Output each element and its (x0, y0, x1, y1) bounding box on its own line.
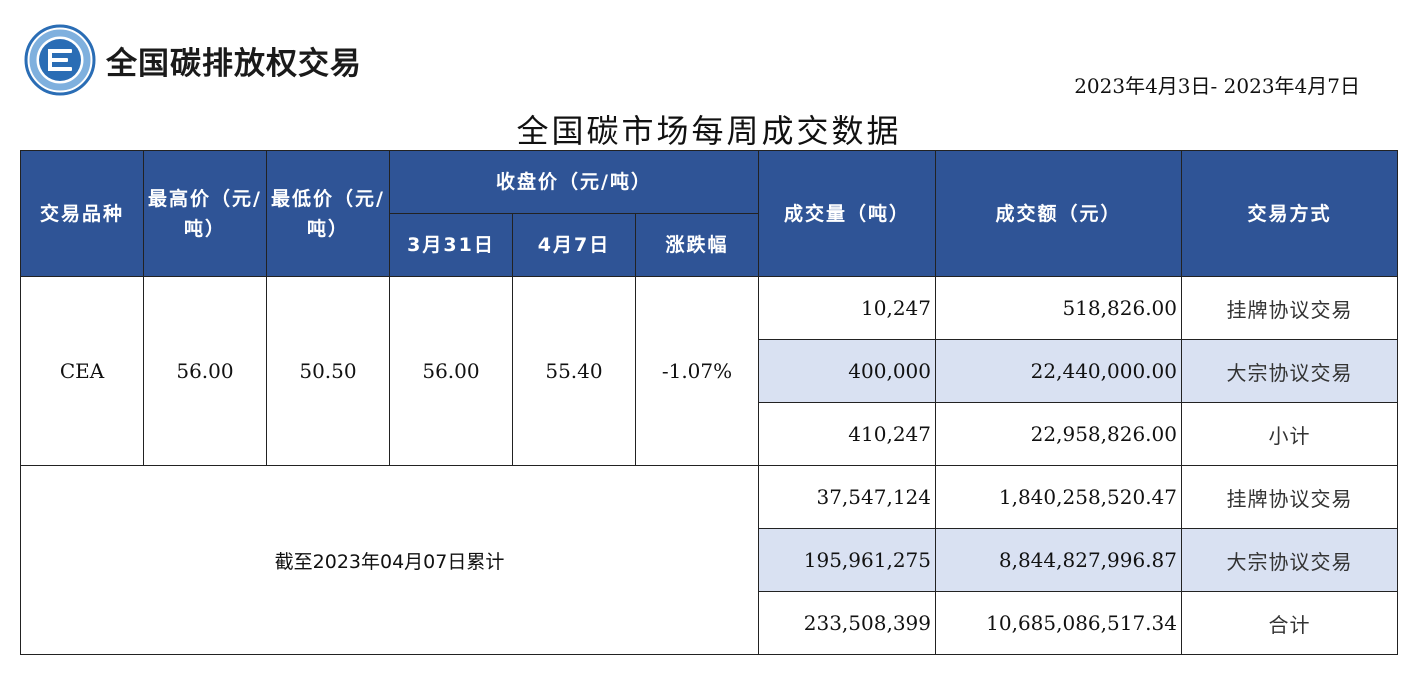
cell-method: 小计 (1181, 402, 1398, 466)
table-row: 截至2023年04月07日累计 37,547,124 1,840,258,520… (20, 465, 1398, 655)
header-amount: 成交额（元） (935, 150, 1182, 277)
header-close-prev: 3月31日 (389, 213, 513, 277)
table-row: CEA 56.00 50.50 56.00 55.40 -1.07% 10,24… (20, 276, 1398, 466)
cell-amount: 22,958,826.00 (935, 402, 1182, 466)
cell-variety: CEA (20, 276, 144, 466)
cell-low: 50.50 (266, 276, 390, 466)
cell-method: 挂牌协议交易 (1181, 465, 1398, 529)
cell-amount: 1,840,258,520.47 (935, 465, 1182, 529)
header-close-curr: 4月7日 (512, 213, 636, 277)
cell-volume: 233,508,399 (758, 591, 936, 655)
header-volume: 成交量（吨） (758, 150, 936, 277)
cell-method: 大宗协议交易 (1181, 528, 1398, 592)
cell-volume: 37,547,124 (758, 465, 936, 529)
header-low: 最低价（元/吨） (266, 150, 390, 277)
cumulative-label: 截至2023年04月07日累计 (20, 465, 759, 655)
table-row: 233,508,399 10,685,086,517.34 合计 (21, 591, 1398, 655)
carbon-exchange-logo-icon (24, 24, 96, 96)
cell-method: 大宗协议交易 (1181, 339, 1398, 403)
page-title: 全国碳市场每周成交数据 (516, 112, 902, 150)
cell-volume: 400,000 (758, 339, 936, 403)
cell-amount: 10,685,086,517.34 (935, 591, 1182, 655)
header-high: 最高价（元/吨） (143, 150, 267, 277)
date-range: 2023年4月3日- 2023年4月7日 (1074, 74, 1360, 98)
cell-amount: 22,440,000.00 (935, 339, 1182, 403)
table-row: 195,961,275 8,844,827,996.87 大宗协议交易 (21, 528, 1398, 592)
cell-amount: 8,844,827,996.87 (935, 528, 1182, 592)
header-close-group: 收盘价（元/吨） (389, 150, 759, 214)
header-method: 交易方式 (1181, 150, 1398, 277)
cell-high: 56.00 (143, 276, 267, 466)
weekly-trading-table: 交易品种 最高价（元/吨） 最低价（元/吨） 收盘价（元/吨） 成交量（吨） 成… (20, 150, 1398, 655)
header-change: 涨跌幅 (635, 213, 759, 277)
cell-amount: 518,826.00 (935, 276, 1182, 340)
cell-close-prev: 56.00 (389, 276, 513, 466)
header-variety: 交易品种 (20, 150, 144, 277)
cell-volume: 195,961,275 (758, 528, 936, 592)
cell-close-curr: 55.40 (512, 276, 636, 466)
table-row: 400,000 22,440,000.00 大宗协议交易 (21, 339, 1398, 403)
cell-method: 挂牌协议交易 (1181, 276, 1398, 340)
brand-name: 全国碳排放权交易 (106, 46, 362, 82)
table-row: 410,247 22,958,826.00 小计 (21, 402, 1398, 466)
cell-change: -1.07% (635, 276, 759, 466)
cell-volume: 410,247 (758, 402, 936, 466)
cell-volume: 10,247 (758, 276, 936, 340)
cell-method: 合计 (1181, 591, 1398, 655)
